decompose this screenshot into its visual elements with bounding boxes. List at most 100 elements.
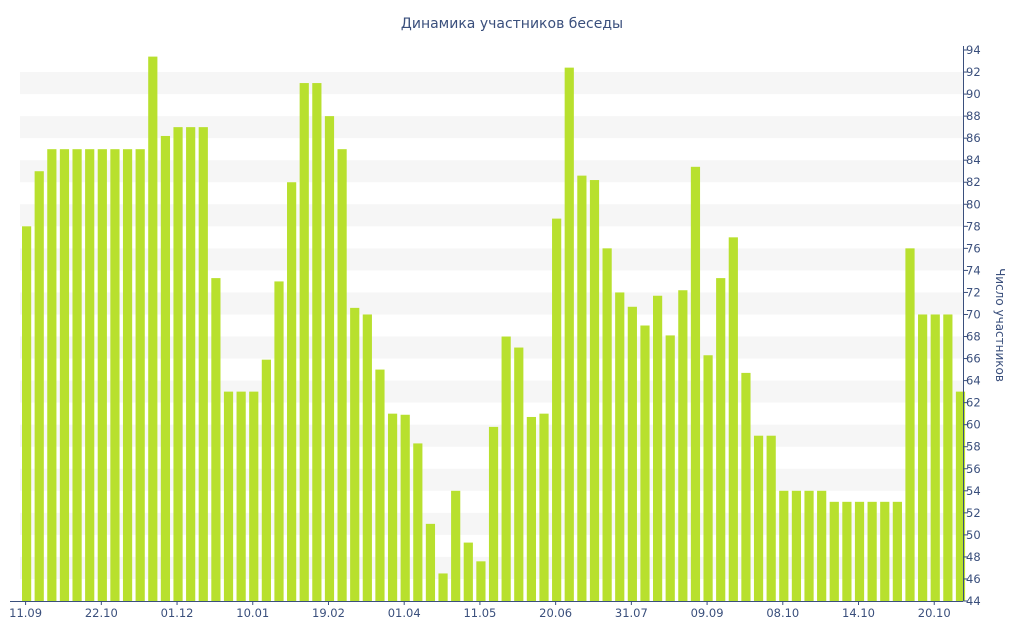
- bar[interactable]: [501, 336, 511, 601]
- bar[interactable]: [905, 248, 915, 602]
- bar[interactable]: [577, 175, 587, 601]
- bar[interactable]: [690, 166, 701, 601]
- bar[interactable]: [22, 226, 32, 601]
- bar[interactable]: [312, 83, 322, 601]
- grid-band: [20, 160, 963, 183]
- bar[interactable]: [880, 501, 890, 601]
- y-tick-label: 58: [966, 440, 981, 454]
- bar[interactable]: [804, 490, 814, 601]
- bar[interactable]: [488, 426, 499, 601]
- bar[interactable]: [678, 290, 688, 601]
- bar[interactable]: [615, 292, 625, 601]
- bar[interactable]: [564, 67, 574, 601]
- x-tick-label: 31.07: [615, 606, 648, 620]
- bar[interactable]: [236, 391, 246, 601]
- bar[interactable]: [375, 369, 385, 601]
- bar[interactable]: [602, 248, 612, 602]
- bar[interactable]: [741, 372, 751, 601]
- bar[interactable]: [211, 278, 221, 601]
- bar[interactable]: [640, 325, 650, 602]
- bar[interactable]: [892, 501, 902, 601]
- y-tick-label: 44: [966, 594, 981, 608]
- bar[interactable]: [779, 490, 789, 601]
- y-tick-label: 54: [966, 484, 981, 498]
- bar[interactable]: [34, 171, 44, 601]
- y-tick-label: 66: [966, 352, 981, 366]
- bar[interactable]: [817, 490, 827, 601]
- bar[interactable]: [299, 83, 309, 601]
- bar[interactable]: [198, 127, 208, 601]
- bar[interactable]: [627, 306, 637, 601]
- bar[interactable]: [918, 314, 928, 601]
- bar[interactable]: [753, 435, 764, 601]
- y-tick-label: 84: [966, 153, 981, 167]
- bar[interactable]: [463, 542, 473, 601]
- x-tick-label: 01.04: [388, 606, 421, 620]
- bar[interactable]: [413, 443, 423, 601]
- bar[interactable]: [854, 501, 865, 601]
- grid-band: [20, 336, 963, 359]
- bar[interactable]: [160, 135, 171, 601]
- bar[interactable]: [552, 218, 562, 602]
- bar[interactable]: [274, 281, 284, 601]
- x-tick-label: 01.12: [161, 606, 194, 620]
- bar[interactable]: [476, 561, 486, 601]
- grid-band: [20, 72, 963, 95]
- bar[interactable]: [362, 314, 372, 601]
- bar[interactable]: [653, 295, 663, 601]
- y-tick-label: 60: [966, 418, 981, 432]
- x-tick-label: 19.02: [312, 606, 345, 620]
- y-ticks: 44 46 48 50 52 54 56 58 60 62 64 66 68 70 72 74 76 78 80 82…: [963, 43, 981, 608]
- bar[interactable]: [930, 314, 940, 601]
- bar[interactable]: [539, 413, 549, 601]
- bar[interactable]: [85, 149, 95, 601]
- bar[interactable]: [148, 56, 158, 602]
- bar[interactable]: [337, 149, 347, 601]
- bar[interactable]: [72, 149, 82, 601]
- bar[interactable]: [173, 127, 183, 601]
- x-tick-label: 11.05: [463, 606, 496, 620]
- x-tick-label: 11.09: [9, 606, 42, 620]
- bar[interactable]: [400, 414, 410, 601]
- bar[interactable]: [451, 490, 461, 601]
- chart-title: Динамика участников беседы: [401, 16, 623, 32]
- bar[interactable]: [59, 149, 70, 601]
- bar[interactable]: [110, 149, 120, 601]
- bar[interactable]: [526, 416, 536, 601]
- bar[interactable]: [135, 149, 145, 601]
- bar[interactable]: [122, 149, 133, 601]
- y-tick-label: 50: [966, 528, 981, 542]
- bar[interactable]: [829, 501, 839, 601]
- bar[interactable]: [728, 237, 738, 601]
- x-tick-label: 10.01: [236, 606, 269, 620]
- bar[interactable]: [261, 359, 271, 601]
- bar[interactable]: [716, 278, 726, 601]
- bar[interactable]: [665, 335, 675, 601]
- bar[interactable]: [766, 435, 776, 601]
- bar[interactable]: [425, 523, 436, 601]
- bar[interactable]: [514, 347, 524, 601]
- bar[interactable]: [867, 501, 877, 601]
- bar[interactable]: [249, 391, 259, 601]
- bar[interactable]: [223, 391, 234, 601]
- bar[interactable]: [703, 355, 713, 601]
- bar[interactable]: [287, 182, 297, 602]
- bar[interactable]: [324, 116, 335, 602]
- grid-band: [20, 292, 963, 315]
- bar[interactable]: [842, 501, 852, 601]
- y-tick-label: 76: [966, 241, 981, 255]
- bar[interactable]: [97, 149, 107, 601]
- bar[interactable]: [186, 127, 196, 601]
- bar[interactable]: [955, 391, 966, 601]
- bar[interactable]: [438, 573, 448, 601]
- bar[interactable]: [589, 180, 600, 602]
- bar[interactable]: [387, 413, 398, 601]
- y-tick-label: 52: [966, 506, 981, 520]
- bar[interactable]: [943, 314, 953, 601]
- bar[interactable]: [47, 149, 57, 601]
- bar[interactable]: [791, 490, 802, 601]
- y-tick-label: 62: [966, 396, 981, 410]
- y-tick-label: 94: [966, 43, 981, 57]
- y-tick-label: 74: [966, 263, 981, 277]
- bar[interactable]: [350, 307, 360, 601]
